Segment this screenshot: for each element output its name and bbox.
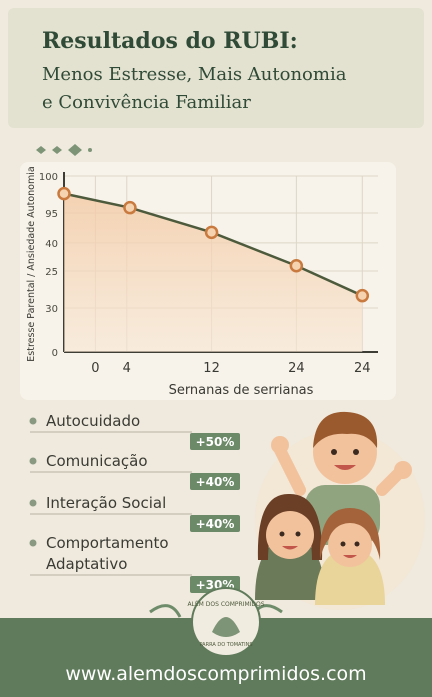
y-tick-label: 25 bbox=[45, 267, 58, 278]
divider-dots bbox=[36, 144, 92, 156]
chart: 0 30 25 40 95 100 0 4 12 24 24 Estresse Parental / … bbox=[26, 166, 378, 398]
bullet bbox=[29, 499, 37, 507]
x-tick-label: 24 bbox=[354, 361, 371, 376]
x-tick-label: 4 bbox=[123, 361, 131, 376]
point bbox=[289, 259, 304, 273]
bullet bbox=[29, 457, 37, 465]
logo-text: PARRA DO TOMATINS bbox=[199, 642, 252, 648]
point bbox=[204, 225, 219, 240]
badge-text: +50% bbox=[196, 435, 235, 449]
item-label: Comportamento bbox=[46, 534, 169, 552]
y-tick-label: 40 bbox=[45, 239, 58, 250]
point bbox=[57, 186, 71, 201]
point bbox=[355, 288, 370, 303]
children-illustration bbox=[255, 411, 425, 610]
x-tick-label: 12 bbox=[203, 361, 220, 376]
x-tick-label: 0 bbox=[91, 361, 99, 376]
y-tick-label: 0 bbox=[52, 348, 58, 359]
badge-text: +40% bbox=[196, 517, 235, 531]
badge-text: +40% bbox=[196, 475, 235, 489]
bullet bbox=[29, 417, 37, 425]
point bbox=[123, 200, 137, 215]
badge bbox=[190, 515, 240, 532]
y-tick-label: 100 bbox=[39, 172, 58, 183]
area bbox=[64, 193, 363, 352]
x-tick-label: 24 bbox=[288, 361, 305, 376]
item-label: Autocuidado bbox=[46, 412, 140, 430]
badge bbox=[190, 433, 240, 450]
subtitle: Menos Estresse, Mais Autonomia bbox=[42, 64, 347, 85]
y-tick-label: 30 bbox=[45, 304, 58, 315]
y-tick-label: 95 bbox=[45, 209, 58, 220]
footer-url: www.alemdoscomprimidos.com bbox=[65, 663, 366, 685]
logo-leaf bbox=[212, 617, 240, 637]
item-label: Comunicação bbox=[46, 452, 148, 470]
bullet bbox=[29, 539, 37, 547]
x-axis-label: Sernanas de serrianas bbox=[169, 383, 314, 398]
subtitle: e Convivência Familiar bbox=[42, 92, 251, 113]
item-label: Interação Social bbox=[46, 494, 166, 512]
logo-text: ALÉM DOS COMPRIMIDOS bbox=[187, 600, 264, 608]
title: Resultados do RUBI: bbox=[42, 28, 298, 54]
item-label: Adaptativo bbox=[46, 555, 127, 573]
badge bbox=[190, 473, 240, 490]
y-axis-label: Estresse Parental / Ansiedade Autonomia bbox=[26, 166, 37, 361]
header-band bbox=[8, 8, 424, 128]
